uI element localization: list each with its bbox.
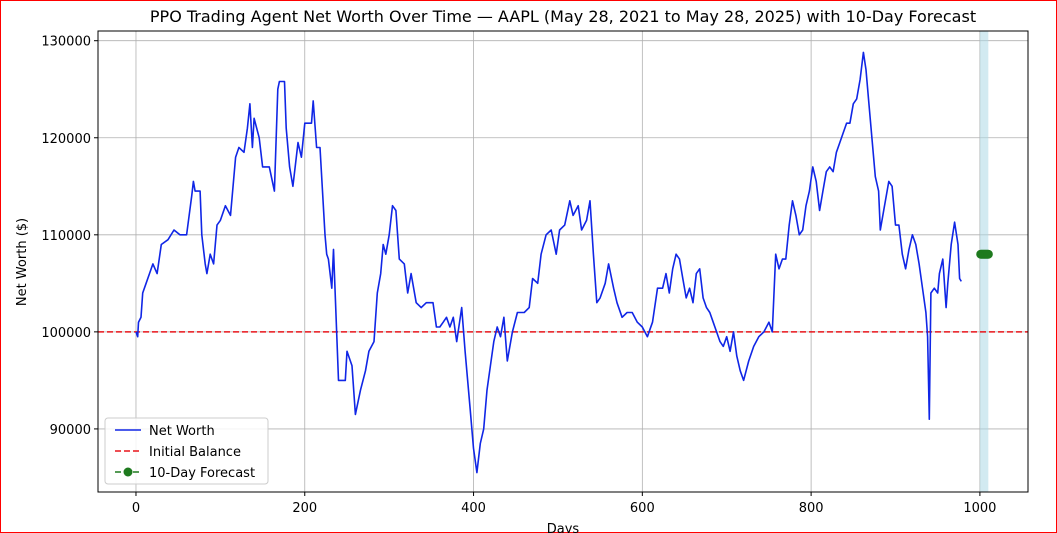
y-tick-label: 110000 [41,229,91,244]
x-tick-label: 200 [292,501,317,516]
chart-title: PPO Trading Agent Net Worth Over Time — … [150,7,976,26]
x-axis-title: Days [547,522,580,533]
y-tick-label: 130000 [41,35,91,50]
y-axis-title: Net Worth ($) [15,218,30,306]
plot-area [97,30,1029,493]
x-tick-label: 0 [132,501,140,516]
series-layer [98,51,1028,474]
legend-marker-forecast [123,467,133,477]
x-tick-label: 800 [799,501,824,516]
legend-label-forecast: 10-Day Forecast [149,466,255,481]
legend-box [104,417,269,485]
legend: Net Worth Initial Balance 10-Day Forecas… [104,417,269,485]
legend-label-initial-balance: Initial Balance [149,445,241,460]
y-tick-label: 120000 [41,132,91,147]
axis-ticks: 0 200 400 600 800 1000 90000 100000 110000 120000… [41,35,996,516]
forecast-point [983,249,993,259]
y-tick-label: 90000 [50,423,91,438]
x-tick-label: 400 [461,501,486,516]
x-tick-label: 1000 [963,501,996,516]
forecast-band [979,31,989,492]
net-worth-line [135,51,962,474]
x-tick-label: 600 [630,501,655,516]
y-tick-label: 100000 [41,326,91,341]
legend-label-net-worth: Net Worth [149,424,215,439]
forecast-band-rect [979,31,989,492]
